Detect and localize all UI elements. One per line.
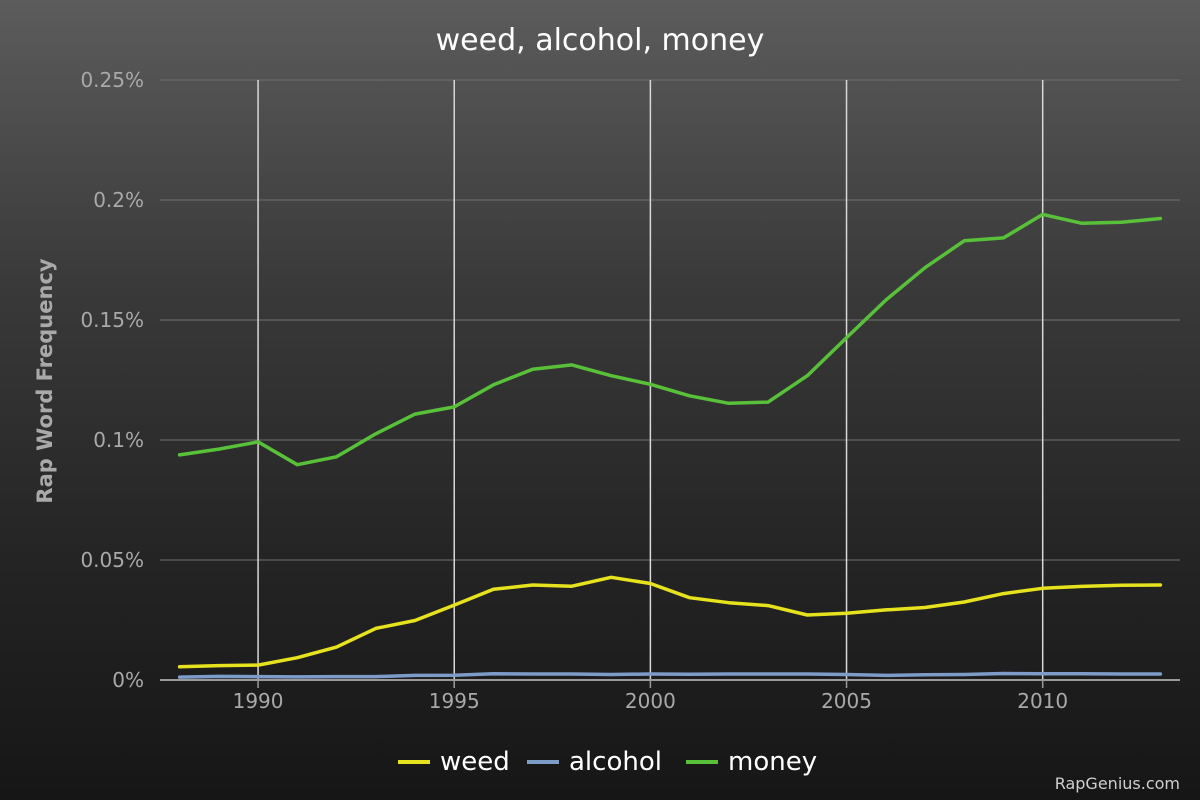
series-line-weed [177,575,1163,669]
chart-series [177,212,1163,679]
chart-title: weed, alcohol, money [436,23,765,58]
y-tick-label: 0.25% [80,68,144,92]
chart-grid [160,79,1180,680]
y-tick-label: 0% [112,668,144,692]
x-tick-label: 2010 [1017,689,1068,713]
source-credit: RapGenius.com [1055,774,1180,793]
chart-legend: weed alcohol money [398,747,817,777]
series-line-alcohol [177,671,1163,679]
x-tick-label: 2000 [625,689,676,713]
legend-label-money: money [728,747,817,777]
chart-axes: 0% 0.05% 0.1% 0.15% 0.2% 0.25% 1990 1995 2000 200… [80,68,1180,713]
legend-label-weed: weed [440,747,510,777]
legend-label-alcohol: alcohol [569,747,662,777]
y-tick-label: 0.2% [93,188,144,212]
y-tick-label: 0.15% [80,308,144,332]
series-line-money [177,212,1163,467]
x-tick-label: 2005 [821,689,872,713]
y-axis-label: Rap Word Frequency [33,258,57,503]
y-tick-label: 0.05% [80,548,144,572]
x-tick-label: 1995 [429,689,480,713]
y-tick-label: 0.1% [93,428,144,452]
x-tick-label: 1990 [233,689,284,713]
